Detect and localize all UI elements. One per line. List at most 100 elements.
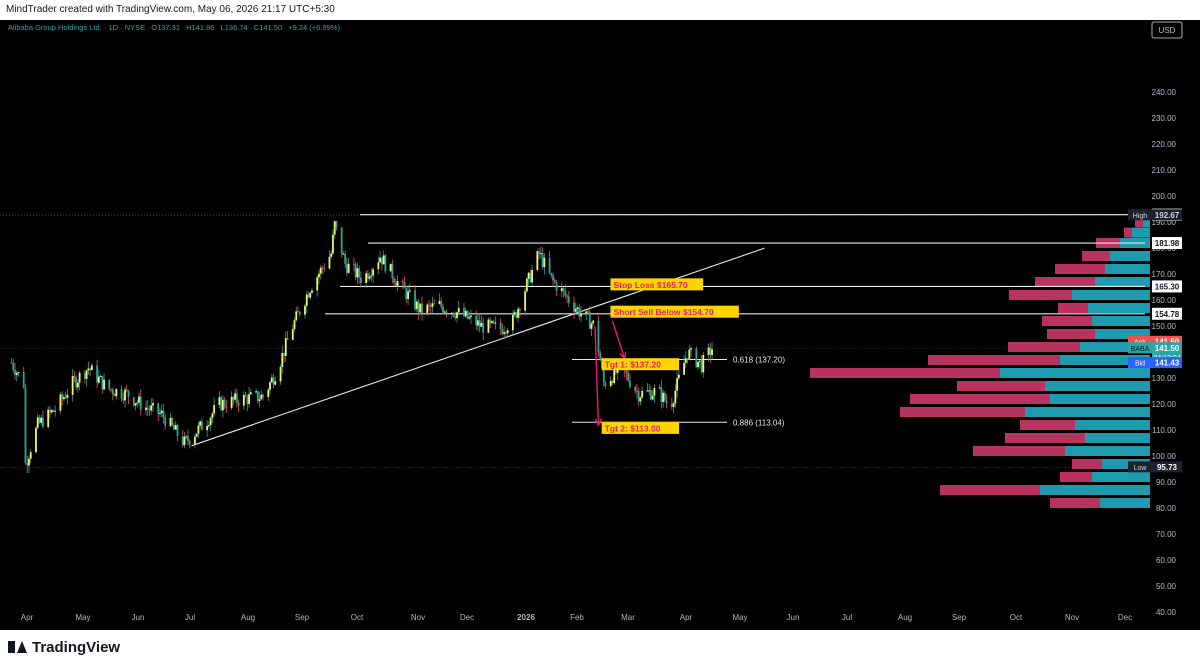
volume-profile-buy-bar-13 (1045, 381, 1150, 391)
candle-body-151 (379, 257, 382, 263)
x-tick-label-13: May (732, 613, 747, 622)
candle-body-285 (707, 347, 710, 355)
candle-body-273 (676, 378, 679, 391)
candle-body-69 (176, 425, 179, 437)
candle-body-173 (431, 303, 434, 307)
candle-body-239 (592, 320, 595, 324)
volume-profile-buy-bar-16 (1075, 420, 1150, 430)
price-tag-value-1: 141.50 (1155, 337, 1180, 346)
candle-body-130 (328, 256, 331, 269)
candle-body-254 (629, 380, 631, 388)
volume-profile-buy-bar-1 (1132, 227, 1150, 238)
candle-body-33 (89, 368, 92, 371)
x-tick-label-11: Mar (621, 613, 635, 622)
candle-body-267 (662, 392, 665, 402)
candle-body-31 (85, 370, 88, 379)
price-tags: 192.90181.98165.30154.78High192.67Ask141… (1128, 208, 1182, 473)
x-tick-label-16: Aug (898, 613, 912, 622)
candle-body-131 (330, 253, 333, 257)
candle-body-12 (38, 417, 41, 423)
candle-body-108 (272, 377, 275, 385)
annotation-label-3: Tgt 2: $113.00 (605, 423, 661, 433)
candle-body-215 (536, 251, 539, 270)
candle-body-75 (194, 436, 196, 445)
annotation-label-0: Stop Loss $165.70 (613, 280, 687, 290)
volume-profile-sell-bar-18 (973, 446, 1065, 456)
candle-body-272 (674, 390, 677, 404)
candle-body-57 (148, 409, 151, 411)
candle-body-140 (353, 263, 355, 265)
price-tag-label-box-3 (1128, 357, 1152, 369)
candle-body-127 (319, 267, 322, 274)
candle-body-98 (248, 394, 250, 404)
candle-body-157 (393, 278, 395, 283)
volume-profile-sell-bar-20 (1060, 472, 1092, 482)
legend-symbol[interactable]: Alibaba Group Holdings Ltd. · 1D · NYSE (8, 23, 146, 32)
candle-body-161 (403, 281, 406, 289)
candle-body-276 (684, 358, 687, 363)
annotation-label-1: Short Sell Below $154.70 (613, 307, 713, 317)
candle-body-216 (538, 251, 540, 254)
price-chart[interactable]: 0.618 (137.20) 0.886 (113.04) Stop Loss $… (0, 20, 1200, 630)
candle-body-275 (683, 362, 685, 375)
candle-body-58 (150, 405, 153, 411)
candle-body-218 (541, 253, 544, 268)
volume-profile-buy-bar-15 (1025, 407, 1150, 417)
candle-body-269 (665, 400, 668, 404)
candle-body-192 (478, 320, 481, 327)
candle-body-220 (548, 257, 551, 273)
volume-profile-buy-bar-0 (1143, 217, 1150, 228)
volume-profile-buy-bar-17 (1085, 433, 1150, 443)
price-tag-label-box-0 (1128, 209, 1152, 221)
candle-body-94 (237, 402, 240, 406)
candle-body-180 (450, 312, 453, 314)
candle-body-136 (342, 253, 345, 255)
level-price-tag-1 (1152, 237, 1182, 250)
volume-profile-sell-bar-12 (810, 368, 1000, 378)
candle-body-226 (562, 288, 565, 291)
candle-body-207 (515, 312, 518, 318)
candle-body-158 (394, 282, 397, 286)
candle-body-145 (365, 273, 368, 283)
candle-body-265 (658, 387, 661, 389)
candle-body-24 (66, 394, 69, 398)
candle-body-4 (17, 372, 20, 374)
candle-body-162 (405, 288, 408, 300)
candle-body-222 (552, 275, 554, 281)
x-tick-label-17: Sep (952, 613, 967, 622)
candle-body-208 (517, 308, 520, 318)
candle-body-64 (164, 417, 167, 426)
x-tick-label-19: Nov (1065, 613, 1079, 622)
candle-body-237 (588, 312, 591, 329)
currency-label: USD (1159, 26, 1176, 35)
candle-body-36 (97, 376, 100, 383)
candle-body-152 (380, 257, 383, 265)
currency-box[interactable]: USD (1151, 21, 1183, 39)
y-tick-label-3: 60.00 (1156, 556, 1177, 565)
candle-body-99 (249, 392, 252, 395)
candle-body-61 (159, 412, 161, 414)
candle-body-23 (64, 397, 67, 399)
candle-body-200 (499, 322, 502, 330)
price-tag-value-4: 95.73 (1157, 463, 1178, 472)
candle-body-144 (359, 277, 362, 283)
candle-body-13 (40, 417, 43, 423)
volume-profile-sell-bar-7 (1058, 303, 1088, 313)
time-axis[interactable]: Apr May Jun Jul Aug Sep Oct Nov Dec 2026 Feb Mar Apr… (21, 613, 1132, 622)
candle-body-169 (421, 303, 423, 314)
candle-body-95 (242, 394, 245, 406)
level-price-tag-2 (1152, 280, 1182, 293)
volume-profile-buy-bar-10 (1080, 342, 1150, 352)
legend-change: +9.24 (+6.99%) (288, 23, 340, 32)
candle-body-282 (698, 360, 701, 362)
legend-open: O137.31 (151, 23, 181, 32)
x-tick-label-6: Oct (351, 613, 364, 622)
x-tick-label-14: Jun (787, 613, 800, 622)
price-tag-label-2: BABA (1131, 346, 1150, 353)
candle-body-172 (429, 305, 432, 307)
volume-profile-buy-bar-18 (1065, 446, 1150, 456)
candle-body-6 (24, 387, 27, 464)
candle-body-261 (648, 390, 651, 392)
candle-body-266 (660, 387, 663, 402)
candle-body-153 (382, 255, 385, 265)
